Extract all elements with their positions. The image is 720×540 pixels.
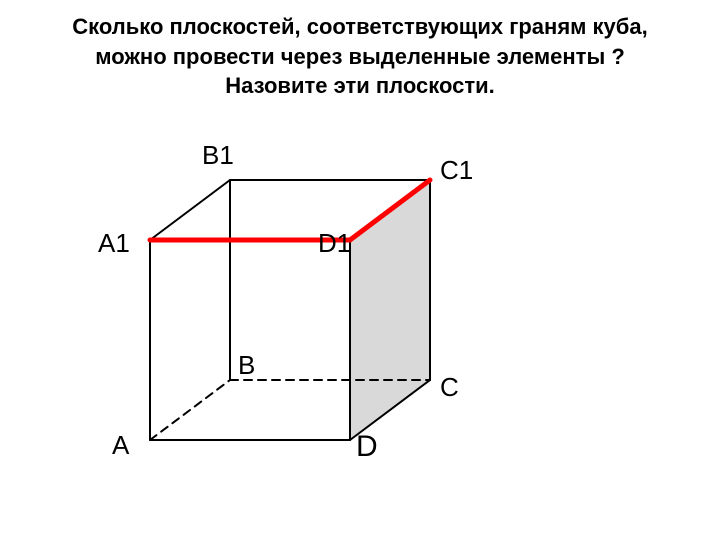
vertex-label-D1: D1 — [318, 228, 351, 259]
vertex-label-C1: C1 — [440, 155, 473, 186]
vertex-label-D: D — [356, 430, 378, 464]
edge-A-B — [150, 380, 230, 440]
shaded-face — [350, 180, 430, 440]
vertex-label-A1: A1 — [98, 228, 130, 259]
edge-A1-B1 — [150, 180, 230, 240]
vertex-label-C: C — [440, 372, 459, 403]
vertex-label-A: A — [112, 430, 129, 461]
vertex-label-B1: B1 — [202, 140, 234, 171]
vertex-label-B: B — [238, 350, 255, 381]
